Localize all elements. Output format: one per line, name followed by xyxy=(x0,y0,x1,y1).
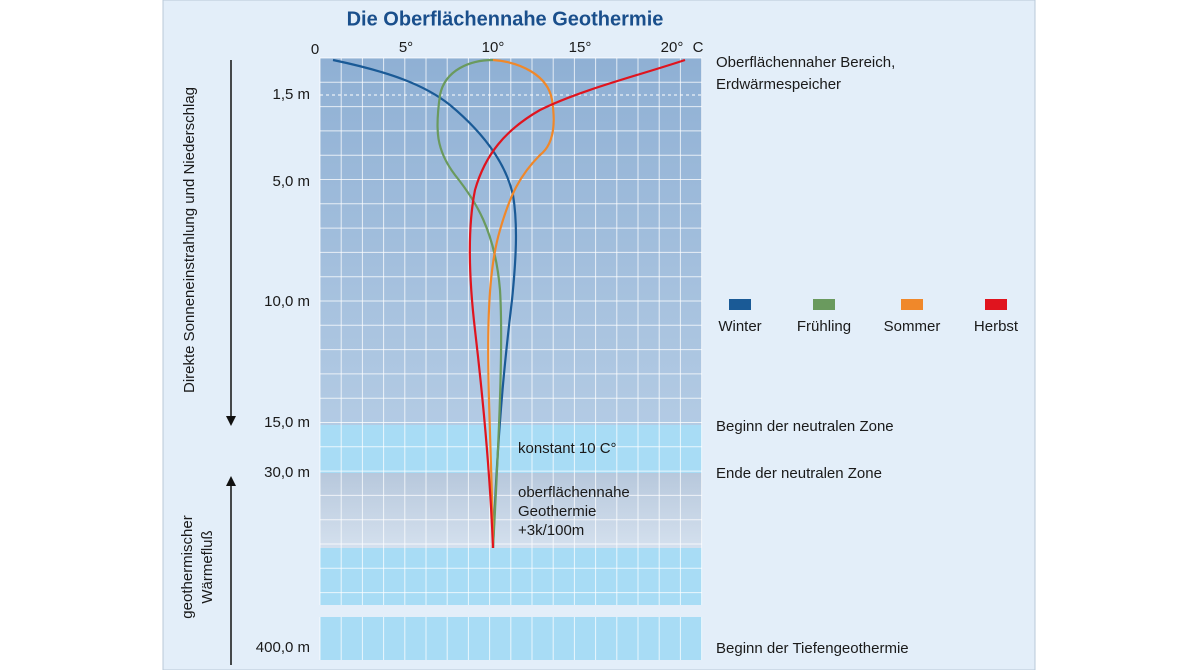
temp-unit: C xyxy=(693,39,704,56)
zone-label: Oberflächennaher Bereich, xyxy=(716,54,895,71)
depth-label: 1,5 m xyxy=(272,86,310,103)
legend: Winter Frühling Sommer Herbst xyxy=(718,299,1019,335)
inner-note: +3k/100m xyxy=(518,522,584,539)
temp-tick: 15° xyxy=(569,39,592,56)
arrow-head xyxy=(226,476,236,486)
zone-label: Beginn der Tiefengeothermie xyxy=(716,640,909,657)
zone-label: Beginn der neutralen Zone xyxy=(716,418,894,435)
side-label: geothermischer xyxy=(179,515,196,618)
legend-label: Winter xyxy=(718,318,761,335)
arrow-head xyxy=(226,416,236,426)
zone-label: Ende der neutralen Zone xyxy=(716,465,882,482)
temp-tick: 10° xyxy=(482,39,505,56)
legend-label: Herbst xyxy=(974,318,1019,335)
spring-curve xyxy=(436,58,503,549)
inner-note: konstant 10 C° xyxy=(518,440,617,457)
title: Die Oberflächennahe Geothermie xyxy=(347,8,664,30)
autumn-curve xyxy=(468,58,686,549)
legend-swatch xyxy=(901,299,923,310)
depth-label: 30,0 m xyxy=(264,464,310,481)
depth-label: 400,0 m xyxy=(256,639,310,656)
side-label: Wärmefluß xyxy=(199,530,216,603)
legend-label: Frühling xyxy=(797,318,851,335)
temp-tick: 20° xyxy=(661,39,684,56)
legend-swatch xyxy=(813,299,835,310)
summer-curve xyxy=(487,58,555,549)
legend-swatch xyxy=(985,299,1007,310)
temp-tick: 5° xyxy=(399,39,413,56)
winter-curve xyxy=(332,58,518,549)
depth-label: 5,0 m xyxy=(272,173,310,190)
temp-tick: 0 xyxy=(311,41,319,58)
legend-label: Sommer xyxy=(884,318,941,335)
depth-label: 10,0 m xyxy=(264,293,310,310)
inner-note: oberflächennahe xyxy=(518,484,630,501)
zone-label: Erdwärmespeicher xyxy=(716,76,841,93)
legend-swatch xyxy=(729,299,751,310)
depth-label: 15,0 m xyxy=(264,414,310,431)
inner-note: Geothermie xyxy=(518,503,596,520)
side-label: Direkte Sonneneinstrahlung und Niedersch… xyxy=(181,87,198,393)
